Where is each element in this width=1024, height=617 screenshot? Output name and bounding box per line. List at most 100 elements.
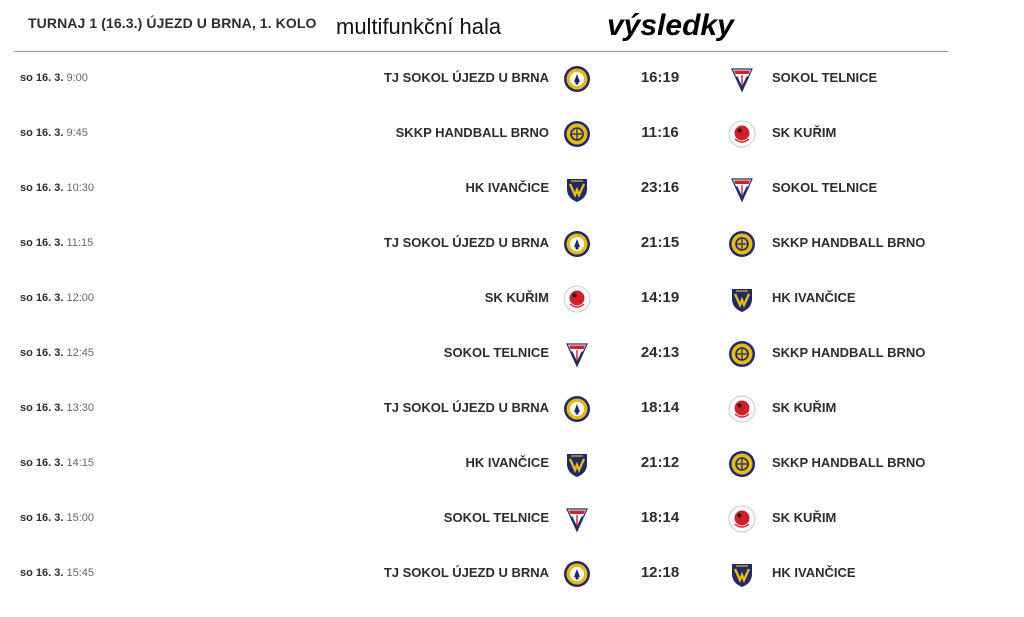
match-day: so 16. 3. [20, 72, 63, 84]
match-row[interactable]: so 16. 3. 9:00 TJ SOKOL ÚJEZD U BRNA 16:… [0, 51, 1024, 106]
kurim-crest-icon [562, 284, 592, 314]
home-team-name[interactable]: HK IVANČICE [465, 180, 549, 195]
match-score[interactable]: 23:16 [620, 179, 700, 196]
match-time: 9:45 [66, 127, 87, 139]
match-score[interactable]: 11:16 [620, 124, 700, 141]
page-header: TURNAJ 1 (16.3.) ÚJEZD U BRNA, 1. KOLO m… [14, 0, 948, 52]
away-team-logo[interactable] [727, 504, 757, 534]
away-team-name[interactable]: SKKP HANDBALL BRNO [772, 235, 925, 250]
match-row[interactable]: so 16. 3. 13:30 TJ SOKOL ÚJEZD U BRNA 18… [0, 381, 1024, 436]
match-row[interactable]: so 16. 3. 15:00 SOKOL TELNICE 18:14 SK K… [0, 491, 1024, 546]
home-team-name[interactable]: HK IVANČICE [465, 455, 549, 470]
kurim-crest-icon [727, 119, 757, 149]
away-team-logo[interactable] [727, 339, 757, 369]
match-day: so 16. 3. [20, 347, 63, 359]
home-team-logo[interactable] [562, 394, 592, 424]
home-team-logo[interactable] [562, 119, 592, 149]
match-time: 9:00 [66, 72, 87, 84]
match-score[interactable]: 16:19 [620, 69, 700, 86]
away-team-name[interactable]: HK IVANČICE [772, 290, 856, 305]
away-team-logo[interactable] [727, 174, 757, 204]
away-team-name[interactable]: SKKP HANDBALL BRNO [772, 345, 925, 360]
skkp-crest-icon [562, 119, 592, 149]
home-team-name[interactable]: SK KUŘIM [485, 290, 549, 305]
match-row[interactable]: so 16. 3. 9:45 SKKP HANDBALL BRNO 11:16 … [0, 106, 1024, 161]
match-day: so 16. 3. [20, 567, 63, 579]
away-team-logo[interactable] [727, 559, 757, 589]
home-team-logo[interactable] [562, 559, 592, 589]
away-team-name[interactable]: SOKOL TELNICE [772, 180, 877, 195]
match-time: 15:45 [66, 567, 94, 579]
ujezd-crest-icon [562, 64, 592, 94]
match-datetime: so 16. 3. 12:45 [20, 347, 94, 359]
match-time: 15:00 [66, 512, 94, 524]
match-score[interactable]: 21:15 [620, 234, 700, 251]
away-team-logo[interactable] [727, 64, 757, 94]
match-row[interactable]: so 16. 3. 11:15 TJ SOKOL ÚJEZD U BRNA 21… [0, 216, 1024, 271]
away-team-logo[interactable] [727, 394, 757, 424]
skkp-crest-icon [727, 449, 757, 479]
match-datetime: so 16. 3. 9:45 [20, 127, 88, 139]
venue-label: multifunkční hala [336, 14, 501, 40]
ivancice-crest-icon [562, 449, 592, 479]
match-row[interactable]: so 16. 3. 14:15 HK IVANČICE 21:12 SKKP H… [0, 436, 1024, 491]
match-row[interactable]: so 16. 3. 12:00 SK KUŘIM 14:19 HK IVANČI… [0, 271, 1024, 326]
ivancice-crest-icon [727, 559, 757, 589]
match-datetime: so 16. 3. 9:00 [20, 72, 88, 84]
home-team-logo[interactable] [562, 229, 592, 259]
home-team-name[interactable]: SOKOL TELNICE [444, 510, 549, 525]
home-team-logo[interactable] [562, 504, 592, 534]
home-team-name[interactable]: SOKOL TELNICE [444, 345, 549, 360]
skkp-crest-icon [727, 339, 757, 369]
away-team-logo[interactable] [727, 284, 757, 314]
away-team-logo[interactable] [727, 449, 757, 479]
match-score[interactable]: 14:19 [620, 289, 700, 306]
match-score[interactable]: 18:14 [620, 509, 700, 526]
kurim-crest-icon [727, 504, 757, 534]
match-day: so 16. 3. [20, 457, 63, 469]
telnice-crest-icon [562, 339, 592, 369]
away-team-name[interactable]: SK KUŘIM [772, 510, 836, 525]
skkp-crest-icon [727, 229, 757, 259]
away-team-name[interactable]: SOKOL TELNICE [772, 70, 877, 85]
away-team-name[interactable]: SK KUŘIM [772, 400, 836, 415]
match-datetime: so 16. 3. 12:00 [20, 292, 94, 304]
away-team-name[interactable]: HK IVANČICE [772, 565, 856, 580]
home-team-name[interactable]: TJ SOKOL ÚJEZD U BRNA [384, 235, 549, 250]
home-team-logo[interactable] [562, 339, 592, 369]
home-team-logo[interactable] [562, 174, 592, 204]
away-team-logo[interactable] [727, 229, 757, 259]
telnice-crest-icon [727, 174, 757, 204]
telnice-crest-icon [727, 64, 757, 94]
away-team-name[interactable]: SK KUŘIM [772, 125, 836, 140]
home-team-name[interactable]: SKKP HANDBALL BRNO [396, 125, 549, 140]
match-time: 12:45 [66, 347, 94, 359]
match-day: so 16. 3. [20, 512, 63, 524]
match-score[interactable]: 24:13 [620, 344, 700, 361]
home-team-name[interactable]: TJ SOKOL ÚJEZD U BRNA [384, 400, 549, 415]
match-score[interactable]: 18:14 [620, 399, 700, 416]
match-datetime: so 16. 3. 15:00 [20, 512, 94, 524]
home-team-logo[interactable] [562, 64, 592, 94]
home-team-name[interactable]: TJ SOKOL ÚJEZD U BRNA [384, 70, 549, 85]
match-row[interactable]: so 16. 3. 10:30 HK IVANČICE 23:16 SOKOL … [0, 161, 1024, 216]
ujezd-crest-icon [562, 394, 592, 424]
match-score[interactable]: 21:12 [620, 454, 700, 471]
ujezd-crest-icon [562, 229, 592, 259]
away-team-logo[interactable] [727, 119, 757, 149]
match-row[interactable]: so 16. 3. 12:45 SOKOL TELNICE 24:13 SKKP… [0, 326, 1024, 381]
kurim-crest-icon [727, 394, 757, 424]
home-team-name[interactable]: TJ SOKOL ÚJEZD U BRNA [384, 565, 549, 580]
home-team-logo[interactable] [562, 449, 592, 479]
match-time: 11:15 [66, 237, 93, 249]
match-datetime: so 16. 3. 15:45 [20, 567, 94, 579]
match-row[interactable]: so 16. 3. 15:45 TJ SOKOL ÚJEZD U BRNA 12… [0, 546, 1024, 601]
match-day: so 16. 3. [20, 237, 63, 249]
ivancice-crest-icon [727, 284, 757, 314]
match-datetime: so 16. 3. 14:15 [20, 457, 94, 469]
telnice-crest-icon [562, 504, 592, 534]
match-score[interactable]: 12:18 [620, 564, 700, 581]
match-day: so 16. 3. [20, 402, 63, 414]
away-team-name[interactable]: SKKP HANDBALL BRNO [772, 455, 925, 470]
home-team-logo[interactable] [562, 284, 592, 314]
